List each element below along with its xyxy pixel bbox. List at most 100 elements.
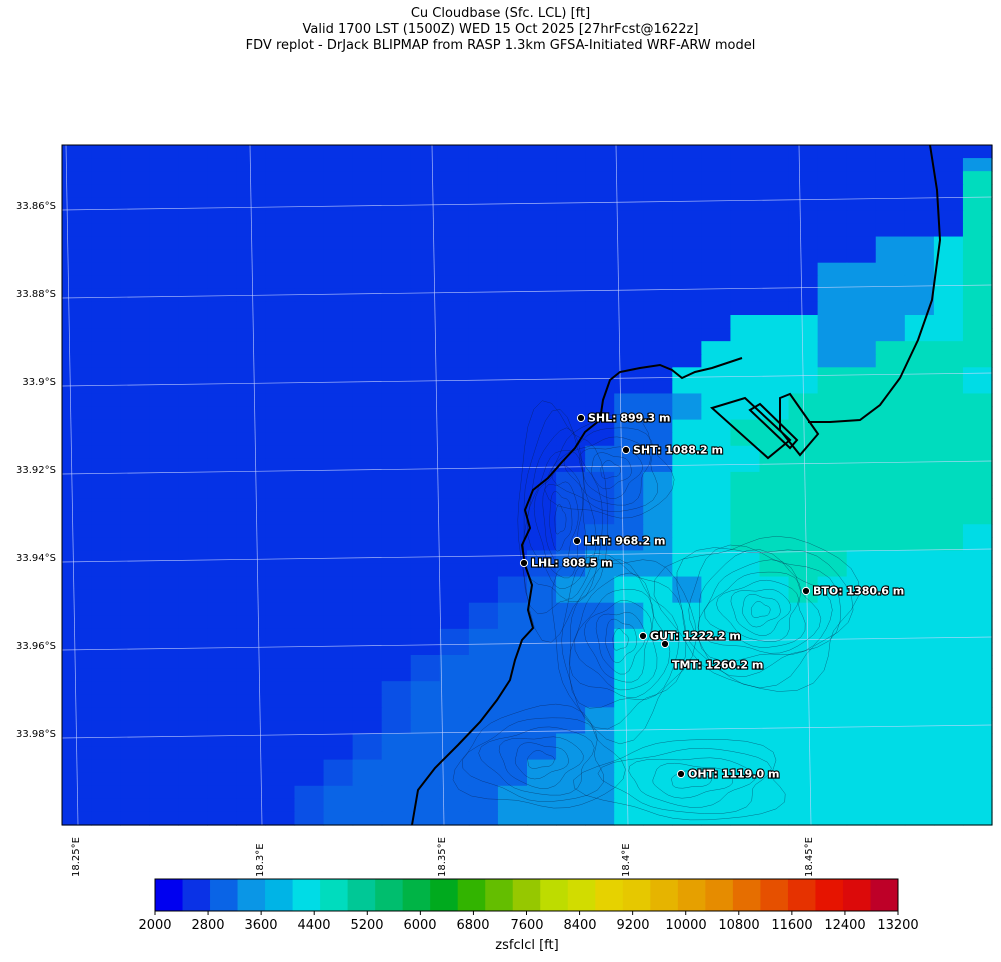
field-cell (614, 576, 644, 591)
field-cell (410, 275, 441, 290)
terrain-contour (597, 747, 772, 814)
title-line-3: FDV replot - DrJack BLIPMAP from RASP 1.… (245, 38, 756, 53)
field-cell (207, 367, 237, 381)
field-cell (556, 315, 586, 329)
field-cell (178, 746, 208, 761)
field-cell (788, 223, 819, 238)
field-cell (527, 367, 557, 381)
field-cell (294, 458, 325, 473)
field-cell (352, 419, 383, 434)
field-cell (120, 655, 150, 669)
field-cell (817, 158, 848, 172)
field-cell (62, 223, 92, 238)
field-cell (962, 733, 993, 748)
colorbar-swatch (650, 879, 679, 911)
field-cell (788, 537, 819, 551)
field-cell (265, 380, 296, 395)
field-cell (962, 589, 993, 604)
field-cell (962, 615, 993, 630)
field-cell (381, 275, 412, 290)
field-cell (207, 655, 237, 669)
field-cell (527, 432, 557, 447)
field-cell (439, 707, 470, 721)
field-cell (527, 563, 557, 578)
field-cell (962, 785, 993, 800)
field-cell (643, 811, 673, 826)
field-cell (643, 171, 673, 185)
field-cell (323, 498, 354, 512)
field-cell (236, 694, 267, 708)
field-cell (91, 550, 121, 565)
field-cell (556, 471, 586, 486)
field-cell (904, 315, 935, 329)
field-cell (846, 576, 877, 591)
field-cell (643, 275, 673, 290)
field-cell (672, 210, 702, 225)
field-cell (788, 707, 819, 721)
field-cell (643, 550, 673, 565)
field-cell (468, 733, 499, 748)
field-cell (817, 406, 848, 421)
field-cell (468, 380, 499, 395)
field-cell (207, 471, 237, 486)
field-cell (759, 628, 790, 643)
field-cell (875, 432, 906, 447)
field-cell (614, 184, 644, 198)
field-cell (236, 445, 267, 460)
field-cell (846, 681, 877, 695)
field-cell (527, 589, 557, 604)
field-cell (352, 210, 383, 225)
field-cell (817, 432, 848, 447)
field-cell (497, 589, 528, 604)
field-cell (236, 668, 267, 682)
field-cell (294, 720, 325, 735)
field-cell (439, 288, 470, 303)
field-cell (497, 419, 528, 434)
title-line-2: Valid 1700 LST (1500Z) WED 15 Oct 2025 [… (302, 22, 699, 37)
field-cell (556, 380, 586, 395)
field-cell (468, 563, 499, 578)
field-cell (439, 485, 470, 499)
field-cell (759, 158, 790, 172)
terrain-contour (595, 611, 646, 675)
field-cell (265, 210, 296, 225)
field-cell (556, 236, 586, 251)
field-cell (120, 275, 150, 290)
field-cell (439, 184, 470, 198)
field-cell (672, 341, 702, 355)
field-cell (294, 511, 325, 525)
field-cell (62, 668, 92, 682)
field-cell (817, 524, 848, 538)
field-cell (497, 759, 528, 774)
field-cell (614, 288, 644, 303)
field-cell (323, 419, 354, 434)
field-cell (759, 759, 790, 774)
field-cell (207, 524, 237, 538)
field-cell (352, 511, 383, 525)
field-cell (933, 249, 964, 264)
field-cell (643, 406, 673, 421)
colorbar-swatch (567, 879, 596, 911)
field-cell (672, 393, 702, 408)
field-cell (381, 576, 412, 591)
terrain-contour (704, 571, 806, 648)
field-cell (527, 210, 557, 225)
field-cell (817, 393, 848, 408)
field-cell (294, 615, 325, 630)
field-cell (468, 171, 499, 185)
longitude-line (249, 144, 263, 826)
field-cell (614, 393, 644, 408)
field-cell (730, 589, 761, 604)
field-cell (527, 707, 557, 721)
field-cell (788, 328, 819, 342)
field-cell (352, 328, 383, 342)
field-cell (410, 524, 441, 538)
field-cell (410, 811, 441, 826)
field-cell (556, 733, 586, 748)
field-cell (933, 184, 964, 198)
field-cell (410, 746, 441, 761)
field-cell (933, 563, 964, 578)
field-cell (381, 328, 412, 342)
field-cell (904, 694, 935, 708)
field-cell (236, 419, 267, 434)
